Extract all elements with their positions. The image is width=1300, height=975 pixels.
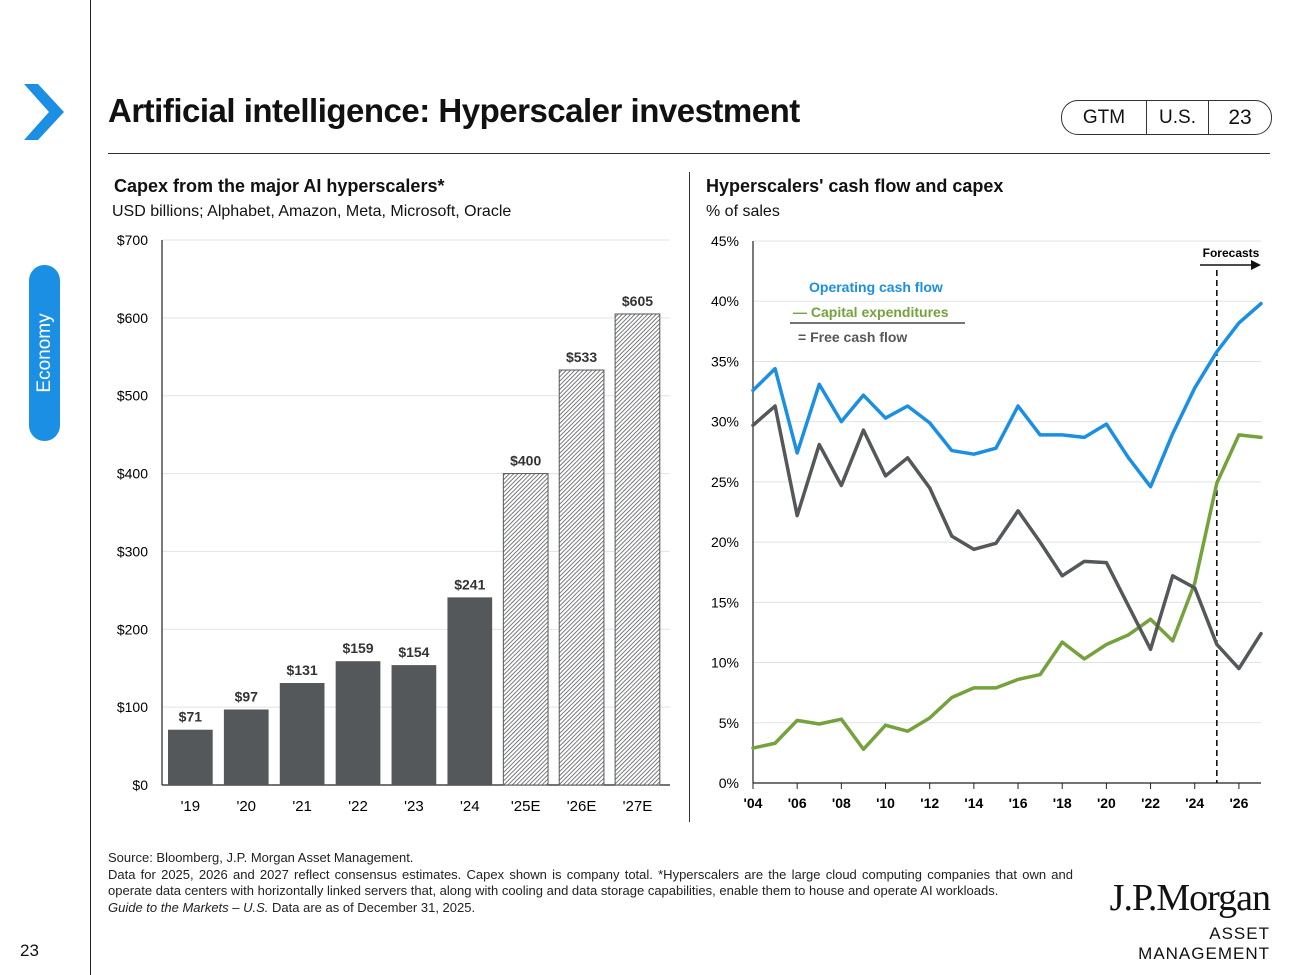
x-tick-label: '26: [1229, 795, 1248, 811]
bar: [558, 369, 605, 786]
y-tick-label: $100: [117, 699, 148, 715]
x-tick-label: '10: [876, 795, 895, 811]
x-tick-label: '12: [920, 795, 939, 811]
x-tick-label: '19: [181, 798, 201, 815]
x-tick-label: '27E: [623, 798, 653, 815]
series-line: [751, 433, 1263, 752]
section-tab[interactable]: Economy: [29, 265, 60, 441]
x-tick-label: '08: [832, 795, 851, 811]
y-tick-label: 30%: [711, 414, 739, 430]
series-line: [751, 404, 1263, 671]
bar-chart-title: Capex from the major AI hyperscalers*: [114, 176, 445, 196]
y-tick-label: 20%: [711, 534, 739, 550]
line-chart-title: Hyperscalers' cash flow and capex: [706, 176, 1004, 196]
guide-line: Guide to the Markets – U.S. Data are as …: [108, 900, 1073, 917]
source-line: Source: Bloomberg, J.P. Morgan Asset Man…: [108, 850, 414, 865]
as-of-date: Data are as of December 31, 2025.: [268, 899, 476, 915]
bar-value-label: $605: [622, 293, 653, 309]
bar-value-label: $400: [510, 453, 541, 469]
x-tick-label: '20: [1097, 795, 1116, 811]
y-tick-label: $300: [117, 543, 148, 559]
x-tick-label: '26E: [567, 798, 597, 815]
y-tick-label: 35%: [711, 353, 739, 369]
bar-value-label: $241: [454, 576, 485, 592]
x-tick-label: '06: [788, 795, 807, 811]
chevron-right-icon: [24, 84, 64, 140]
y-tick-label: 45%: [711, 233, 739, 249]
bar-value-label: $131: [287, 662, 318, 678]
x-tick-label: '22: [1141, 795, 1160, 811]
x-tick-label: '23: [404, 798, 424, 815]
x-tick-label: '04: [744, 795, 763, 811]
y-tick-label: $500: [117, 388, 148, 404]
badge-region: U.S.: [1147, 101, 1209, 134]
bar-value-label: $154: [398, 644, 429, 660]
bar: [168, 729, 213, 785]
logo-wordmark: J.P.Morgan: [1109, 877, 1271, 919]
y-tick-label: 25%: [711, 474, 739, 490]
bar-value-label: $97: [235, 688, 259, 704]
x-tick-label: '16: [1009, 795, 1028, 811]
y-tick-label: 40%: [711, 293, 739, 309]
page-title: Artificial intelligence: Hyperscaler inv…: [108, 92, 800, 129]
x-tick-label: '18: [1053, 795, 1072, 811]
forecast-label: Forecasts: [1203, 246, 1260, 260]
guide-title: Guide to the Markets – U.S.: [108, 899, 269, 915]
x-tick-label: '21: [292, 798, 312, 815]
x-tick-label: '14: [964, 795, 983, 811]
bar: [447, 597, 493, 785]
bar: [223, 709, 269, 785]
page-number: 23: [20, 941, 39, 960]
guide-badge: GTM U.S. 23: [1061, 100, 1272, 135]
x-tick-label: '20: [236, 798, 256, 815]
legend-entry: — Capital expenditures: [793, 304, 949, 320]
badge-guide: GTM: [1062, 101, 1147, 134]
bar: [335, 661, 381, 785]
legend-entry: Operating cash flow: [809, 279, 943, 295]
bar: [614, 313, 661, 786]
legend-entry: = Free cash flow: [798, 329, 907, 345]
x-tick-label: '22: [348, 798, 368, 815]
series-line: [751, 301, 1263, 489]
bar: [279, 683, 325, 785]
x-tick-label: '24: [1185, 795, 1204, 811]
y-tick-label: 5%: [719, 715, 739, 731]
line-chart-subtitle: % of sales: [706, 203, 780, 220]
logo-tagline: ASSET MANAGEMENT: [1138, 924, 1270, 963]
y-tick-label: $700: [117, 232, 148, 248]
bar-chart-subtitle: USD billions; Alphabet, Amazon, Meta, Mi…: [112, 203, 512, 220]
footnote-text: Data for 2025, 2026 and 2027 reflect con…: [108, 866, 1073, 899]
source-notes: Source: Bloomberg, J.P. Morgan Asset Man…: [108, 850, 1073, 916]
badge-page: 23: [1228, 105, 1252, 129]
y-tick-label: $0: [132, 777, 148, 793]
y-tick-label: 10%: [711, 655, 739, 671]
y-tick-label: 15%: [711, 594, 739, 610]
left-margin-rule: [90, 0, 91, 975]
y-tick-label: $200: [117, 621, 148, 637]
x-tick-label: '24: [460, 798, 480, 815]
panel-divider: [689, 172, 690, 822]
x-tick-label: '25E: [511, 798, 541, 815]
title-divider: [108, 153, 1270, 154]
bar: [391, 665, 437, 785]
bar: [502, 473, 549, 786]
section-tab-label: Economy: [33, 313, 55, 393]
forecast-arrow-icon: [1251, 260, 1261, 270]
capex-bar-chart: $0 $100 $200 $300 $400 $500 $600 $700 $71 '19 $97 '…: [117, 232, 670, 815]
bar-value-label: $533: [566, 349, 597, 365]
bar-value-label: $71: [179, 709, 203, 725]
y-tick-label: 0%: [719, 775, 739, 791]
cashflow-line-chart: 0% 5% 10% 15% 20% 25% 30% 35% 40% 45% '04 '06 '08 '10…: [711, 233, 1263, 811]
y-tick-label: $400: [117, 466, 148, 482]
jpmorgan-logo: J.P.Morgan ASSET MANAGEMENT: [1090, 877, 1271, 964]
y-tick-label: $600: [117, 310, 148, 326]
bar-value-label: $159: [342, 640, 373, 656]
